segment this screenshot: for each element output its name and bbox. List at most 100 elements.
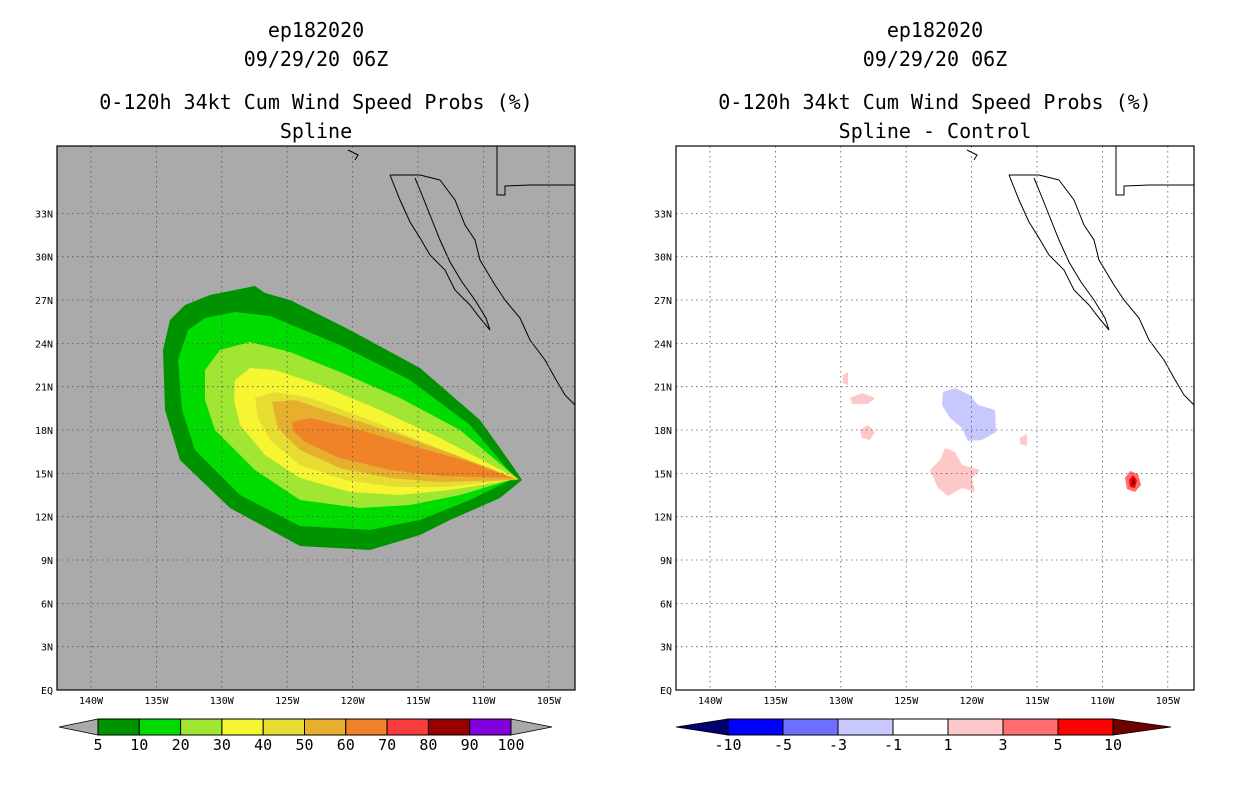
colorbar-label: 40 xyxy=(254,736,272,754)
lat-tick-label: 21N xyxy=(654,383,672,394)
lon-tick-label: 125W xyxy=(275,696,300,707)
lat-tick-label: 6N xyxy=(660,599,672,610)
colorbar-swatch xyxy=(1057,718,1114,736)
lat-tick-label: 33N xyxy=(35,209,53,220)
lat-tick-label: 12N xyxy=(654,513,672,524)
lon-tick-label: 130W xyxy=(829,696,854,707)
colorbar-label: -10 xyxy=(714,736,741,754)
colorbar-swatch xyxy=(892,718,949,736)
lon-tick-label: 110W xyxy=(471,696,496,707)
lon-tick-label: 105W xyxy=(1156,696,1181,707)
lon-tick-label: 130W xyxy=(210,696,235,707)
colorbar-label: 10 xyxy=(130,736,148,754)
colorbar-swatch xyxy=(304,718,347,736)
colorbar-over-arrow xyxy=(1112,718,1172,736)
lon-tick-label: 115W xyxy=(406,696,431,707)
lat-tick-label: 21N xyxy=(35,383,53,394)
lat-tick-label: EQ xyxy=(41,686,53,697)
lon-tick-label: 135W xyxy=(763,696,788,707)
lat-lon-grid xyxy=(676,146,1194,690)
colorbar-label: 30 xyxy=(213,736,231,754)
colorbar-swatch xyxy=(97,718,140,736)
colorbar-label: -5 xyxy=(774,736,792,754)
panel-title-line: 0-120h 34kt Cum Wind Speed Probs (%) xyxy=(99,90,532,114)
lat-tick-label: 18N xyxy=(654,426,672,437)
colorbar-swatch xyxy=(469,718,512,736)
colorbar-swatch xyxy=(727,718,784,736)
lat-tick-label: 24N xyxy=(654,339,672,350)
lon-tick-label: 120W xyxy=(341,696,366,707)
coastlines xyxy=(347,146,576,406)
colorbar-swatch xyxy=(262,718,306,736)
lat-tick-label: 3N xyxy=(660,643,672,654)
panel-titles: ep182020 09/29/20 06Z 0-120h 34kt Cum Wind… xyxy=(99,18,1151,143)
colorbar-swatch xyxy=(180,718,223,736)
lat-tick-label: 3N xyxy=(41,643,53,654)
colorbar-swatch xyxy=(427,718,471,736)
map-background xyxy=(676,146,1194,690)
panel-title-line: Spline - Control xyxy=(839,119,1032,143)
panel-title-line: Spline xyxy=(280,119,352,143)
lat-tick-label: 6N xyxy=(41,599,53,610)
lon-tick-label: 105W xyxy=(537,696,562,707)
lon-tick-label: 110W xyxy=(1090,696,1115,707)
lon-tick-label: 125W xyxy=(894,696,919,707)
panel-title-line: 09/29/20 06Z xyxy=(863,47,1008,71)
lat-tick-label: 33N xyxy=(654,209,672,220)
colorbar-label: 50 xyxy=(295,736,313,754)
colorbar-under-arrow xyxy=(58,718,99,736)
lat-lon-grid xyxy=(57,146,575,690)
colorbar-swatch xyxy=(221,718,264,736)
colorbar-swatch xyxy=(1002,718,1059,736)
lat-tick-label: 24N xyxy=(35,339,53,350)
panel-title-line: ep182020 xyxy=(268,18,364,42)
lon-tick-label: 140W xyxy=(79,696,104,707)
colorbar-label: 10 xyxy=(1104,736,1122,754)
colorbar-label: 90 xyxy=(461,736,479,754)
colorbar-swatch xyxy=(386,718,429,736)
colorbar-swatch xyxy=(345,718,388,736)
colorbar-label: 100 xyxy=(497,736,524,754)
colorbars: 5 10 20 30 40 50 60 70 80 90 100 -10 -5 -3 -1 1 3 5 10 xyxy=(58,718,1172,754)
colorbar-under-arrow xyxy=(675,718,729,736)
lat-tick-label: 27N xyxy=(654,296,672,307)
panel-title-line: ep182020 xyxy=(887,18,983,42)
lat-tick-label: 18N xyxy=(35,426,53,437)
coastlines xyxy=(966,146,1195,406)
lat-tick-label: EQ xyxy=(660,686,672,697)
panel-title-line: 09/29/20 06Z xyxy=(244,47,389,71)
lat-tick-label: 12N xyxy=(35,513,53,524)
lat-tick-label: 30N xyxy=(35,253,53,264)
colorbar-label: -1 xyxy=(884,736,902,754)
lat-tick-label: 9N xyxy=(660,556,672,567)
colorbar-label: 70 xyxy=(378,736,396,754)
colorbar-label: 80 xyxy=(419,736,437,754)
lon-tick-label: 120W xyxy=(960,696,985,707)
colorbar-label: 5 xyxy=(1053,736,1062,754)
lon-tick-label: 140W xyxy=(698,696,723,707)
left-map-panel xyxy=(56,145,576,691)
colorbar-label: -3 xyxy=(829,736,847,754)
map-frame xyxy=(675,145,1195,691)
probability-contours xyxy=(163,286,522,550)
colorbar-label: 20 xyxy=(172,736,190,754)
panel-title-line: 0-120h 34kt Cum Wind Speed Probs (%) xyxy=(718,90,1151,114)
lat-tick-label: 9N xyxy=(41,556,53,567)
lat-tick-label: 15N xyxy=(35,469,53,480)
lat-tick-label: 30N xyxy=(654,253,672,264)
map-frame xyxy=(56,145,576,691)
lon-tick-label: 115W xyxy=(1025,696,1050,707)
difference-contours xyxy=(843,372,1141,496)
colorbar-over-arrow xyxy=(510,718,553,736)
lat-tick-label: 27N xyxy=(35,296,53,307)
colorbar-label: 1 xyxy=(943,736,952,754)
colorbar-swatch xyxy=(947,718,1004,736)
axis-tick-labels: 140W 135W 130W 125W 120W 115W 110W 105W EQ 3N 6N 9N… xyxy=(35,209,1181,707)
lon-tick-label: 135W xyxy=(144,696,169,707)
colorbar-swatch xyxy=(138,718,182,736)
colorbar-label: 60 xyxy=(337,736,355,754)
colorbar-label: 3 xyxy=(998,736,1007,754)
colorbar-swatch xyxy=(782,718,839,736)
right-map-panel xyxy=(675,145,1195,691)
